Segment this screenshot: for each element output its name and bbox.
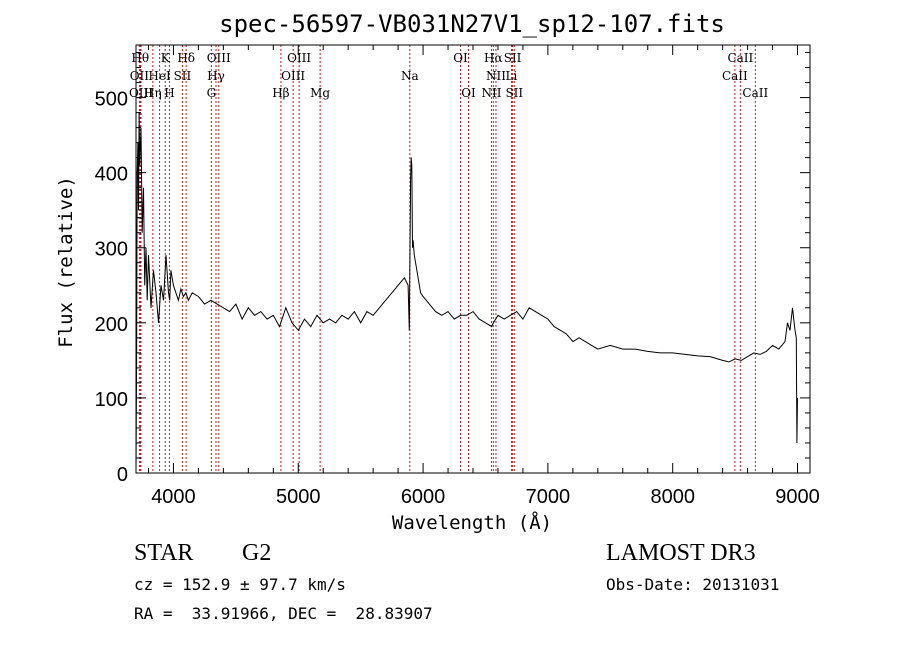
x-tick-label: 7000 [526,486,571,508]
y-axis-label: Flux (relative) [55,176,77,348]
spectral-line-markers [138,45,756,473]
line-label-na: Na [401,69,419,83]
line-label-nii: NII [481,86,501,100]
y-axis: 0 100 200 300 400 500 [95,52,810,486]
line-label-hα: Hα [484,51,503,65]
line-label-oi: OI [453,51,468,65]
spectrum-line [135,112,798,474]
line-label-hei: HeI [148,69,171,83]
y-tick-label: 100 [95,389,128,411]
y-tick-label: 500 [95,89,128,111]
redshift-cz: cz = 152.9 ± 97.7 km/s [134,575,346,594]
line-label-oiii: OIII [129,86,153,100]
line-label-oiii: OIII [287,51,311,65]
line-label-oi: OI [461,86,476,100]
x-tick-label: 6000 [401,486,446,508]
coordinates: RA = 33.91966, DEC = 28.83907 [134,604,433,623]
line-label-caii: CaII [722,69,748,83]
y-tick-label: 400 [95,164,128,186]
y-tick-label: 300 [95,239,128,261]
line-label-hδ: Hδ [177,51,195,65]
line-label-oiii: OIII [281,69,305,83]
x-tick-label: 8000 [650,486,695,508]
line-label-oiii: OIII [207,51,231,65]
line-label-sii: SII [504,51,522,65]
line-label-k: K [161,51,171,65]
object-class: STAR [134,540,194,566]
spectral-line-labels: OIIHθOIIIHηHeIKHSIIHδGHγOIIIHβOIIIOIIIMg… [129,51,769,100]
chart-title: spec-56597-VB031N27V1_sp12-107.fits [219,10,725,38]
x-tick-label: 5000 [276,486,321,508]
line-label-hβ: Hβ [272,86,289,100]
line-label-caii: CaII [742,86,768,100]
line-label-hη: Hη [144,86,162,100]
y-tick-label: 200 [95,314,128,336]
x-tick-label: 9000 [775,486,820,508]
line-label-caii: CaII [727,51,753,65]
line-label-hγ: Hγ [207,69,225,83]
x-tick-label: 4000 [151,486,196,508]
line-label-nii: NII [486,69,506,83]
line-label-h: H [164,86,174,100]
line-label-sii: SII [174,69,192,83]
plot-frame [135,44,811,474]
line-label-g: G [207,86,217,100]
y-tick-label: 0 [117,464,128,486]
object-subclass: G2 [242,540,272,566]
line-label-hθ: Hθ [131,51,149,65]
line-label-oii: OII [130,69,150,83]
x-axis-label: Wavelength (Å) [392,511,552,534]
line-label-mg: Mg [310,86,330,100]
survey-name: LAMOST DR3 [606,540,756,566]
line-label-sii: SII [505,86,523,100]
observation-date: Obs-Date: 20131031 [606,575,780,594]
x-axis: 4000 5000 6000 7000 8000 9000 [147,45,820,508]
line-label-li: Li [506,69,518,83]
